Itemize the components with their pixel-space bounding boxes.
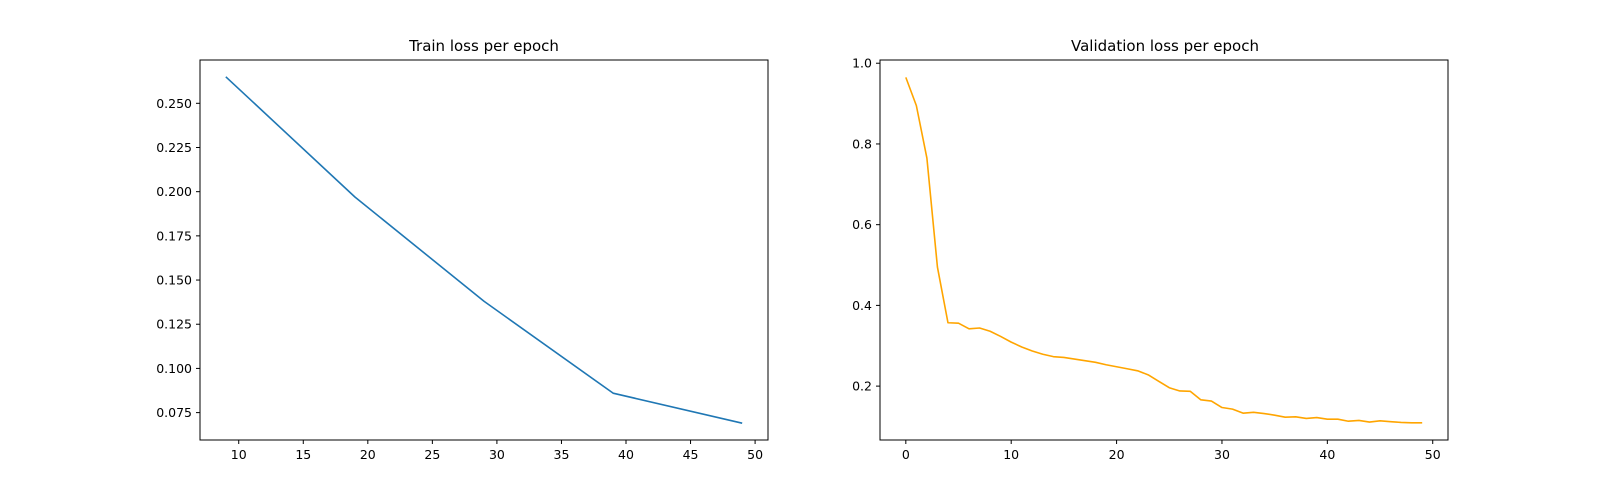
train-loss-y-tick-label: 0.150 bbox=[156, 273, 192, 288]
train-loss-x-tick-label: 30 bbox=[489, 447, 505, 462]
validation-loss-y-tick-label: 0.6 bbox=[852, 217, 872, 232]
validation-loss-series-line bbox=[905, 77, 1423, 424]
validation-loss-x-tick-label: 20 bbox=[1109, 447, 1125, 462]
train-loss-y-tick-label: 0.200 bbox=[156, 184, 192, 199]
train-loss-y-tick-label: 0.125 bbox=[156, 317, 192, 332]
train-loss-y-tick-label: 0.225 bbox=[156, 140, 192, 155]
train-loss-title: Train loss per epoch bbox=[408, 37, 559, 55]
train-loss-y-tick-label: 0.100 bbox=[156, 361, 192, 376]
train-loss-chart: Train loss per epoch 10 15 20 25 30 35 40 45 50 … bbox=[156, 37, 769, 462]
train-loss-x-tick-label: 40 bbox=[618, 447, 634, 462]
validation-loss-y-tick-label: 0.2 bbox=[852, 379, 872, 394]
validation-loss-x-tick-label: 30 bbox=[1214, 447, 1230, 462]
validation-loss-chart: Validation loss per epoch 0 10 20 30 40 50 0.… bbox=[852, 37, 1449, 462]
validation-loss-x-axis: 0 10 20 30 40 50 bbox=[902, 440, 1441, 462]
train-loss-y-axis: 0.075 0.100 0.125 0.150 0.175 0.200 0.225 0.250 bbox=[156, 96, 200, 420]
validation-loss-marks bbox=[905, 77, 1423, 424]
train-loss-y-tick-label: 0.175 bbox=[156, 228, 192, 243]
train-loss-series-line bbox=[225, 76, 743, 424]
validation-loss-y-axis: 0.2 0.4 0.6 0.8 1.0 bbox=[852, 56, 880, 394]
train-loss-x-tick-label: 20 bbox=[360, 447, 376, 462]
train-loss-plot-frame bbox=[199, 59, 769, 441]
train-loss-x-axis: 10 15 20 25 30 35 40 45 50 bbox=[231, 440, 763, 462]
train-loss-x-tick-label: 35 bbox=[554, 447, 570, 462]
validation-loss-x-tick-label: 10 bbox=[1003, 447, 1019, 462]
train-loss-x-tick-label: 45 bbox=[683, 447, 699, 462]
validation-loss-title: Validation loss per epoch bbox=[1071, 37, 1259, 55]
train-loss-x-tick-label: 15 bbox=[295, 447, 311, 462]
validation-loss-x-tick-label: 40 bbox=[1319, 447, 1335, 462]
validation-loss-x-tick-label: 50 bbox=[1425, 447, 1441, 462]
validation-loss-y-tick-label: 1.0 bbox=[852, 56, 872, 71]
train-loss-x-tick-label: 50 bbox=[747, 447, 763, 462]
train-loss-x-tick-label: 25 bbox=[424, 447, 440, 462]
validation-loss-x-tick-label: 0 bbox=[902, 447, 910, 462]
train-loss-y-tick-label: 0.250 bbox=[156, 96, 192, 111]
validation-loss-y-tick-label: 0.8 bbox=[852, 136, 872, 151]
validation-loss-plot-frame bbox=[879, 59, 1449, 441]
train-loss-x-tick-label: 10 bbox=[231, 447, 247, 462]
train-loss-y-tick-label: 0.075 bbox=[156, 405, 192, 420]
validation-loss-y-tick-label: 0.4 bbox=[852, 298, 872, 313]
train-loss-marks bbox=[225, 76, 743, 424]
